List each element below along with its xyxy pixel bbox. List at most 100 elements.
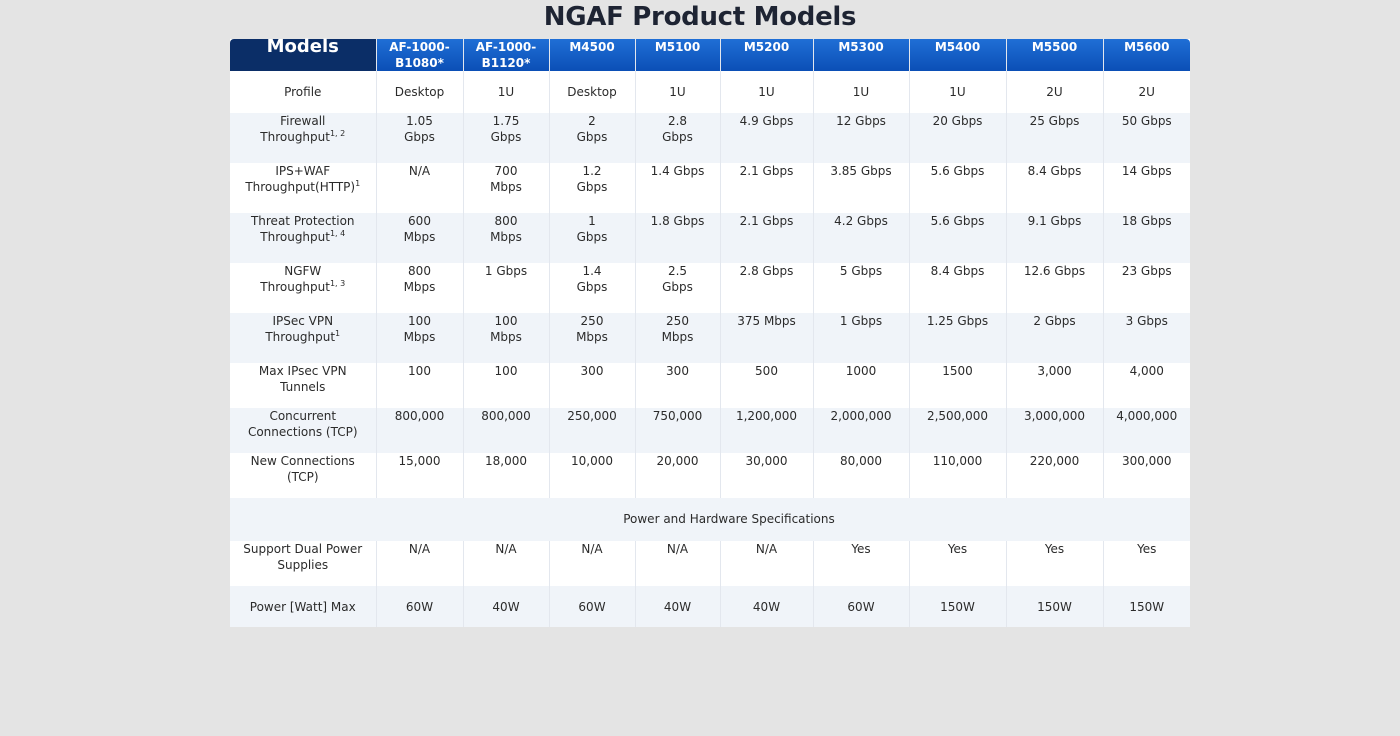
cell: Yes: [812, 541, 909, 586]
row-label: Profile: [284, 85, 322, 99]
cell: Desktop: [548, 71, 635, 113]
model-header: M5400: [908, 39, 1006, 71]
cell: 1U: [719, 71, 813, 113]
row-label: New Connections (TCP): [250, 454, 355, 484]
row-max-ipsec-tunnels: Max IPsec VPN Tunnels 100 100 300 300 500…: [230, 363, 1190, 408]
row-label: Support Dual Power Supplies: [243, 542, 363, 572]
cell: 1 Gbps: [462, 263, 549, 313]
row-new-connections: New Connections (TCP) 15,000 18,000 10,00…: [230, 453, 1190, 498]
cell: 2.1 Gbps: [719, 163, 813, 213]
cell: 1 Gbps: [812, 313, 909, 363]
cell: 23 Gbps: [1102, 263, 1190, 313]
cell: 700 Mbps: [462, 163, 549, 213]
cell: 375 Mbps: [719, 313, 813, 363]
cell: N/A: [548, 541, 635, 586]
cell: 2.5 Gbps: [634, 263, 720, 313]
cell: 300: [634, 363, 720, 408]
cell: 40W: [634, 586, 720, 627]
cell: 800,000: [462, 408, 549, 453]
row-label: Threat Protection Throughput1, 4: [230, 213, 376, 263]
cell: 3 Gbps: [1102, 313, 1190, 363]
cell: 40W: [719, 586, 813, 627]
cell: 1U: [908, 71, 1006, 113]
cell: 150W: [1102, 586, 1190, 627]
cell: Yes: [908, 541, 1006, 586]
cell: 1000: [812, 363, 909, 408]
cell: 8.4 Gbps: [1005, 163, 1103, 213]
cell: 2U: [1005, 71, 1103, 113]
cell: N/A: [375, 541, 463, 586]
page-title: NGAF Product Models: [543, 2, 857, 32]
cell: 10,000: [548, 453, 635, 498]
model-header: M5100: [634, 39, 720, 71]
cell: 60W: [548, 586, 635, 627]
cell: Yes: [1102, 541, 1190, 586]
row-power-max: Power [Watt] Max 60W 40W 60W 40W 40W 60W…: [230, 586, 1190, 627]
cell: 12 Gbps: [812, 113, 909, 163]
cell: 20 Gbps: [908, 113, 1006, 163]
cell: 1U: [462, 71, 549, 113]
cell: 4,000: [1102, 363, 1190, 408]
cell: 2.8 Gbps: [719, 263, 813, 313]
spec-table: Models AF-1000- B1080* AF-1000- B1120* M45…: [230, 38, 1190, 627]
cell: 1.4 Gbps: [548, 263, 635, 313]
cell: 250 Mbps: [548, 313, 635, 363]
cell: 3,000: [1005, 363, 1103, 408]
cell: 250 Mbps: [634, 313, 720, 363]
cell: 12.6 Gbps: [1005, 263, 1103, 313]
cell: 4.9 Gbps: [719, 113, 813, 163]
cell: 2U: [1102, 71, 1190, 113]
section-title: Power and Hardware Specifications: [230, 498, 1190, 541]
row-label: IPSec VPN Throughput1: [230, 313, 376, 363]
model-header: M5200: [719, 39, 813, 71]
row-label: Concurrent Connections (TCP): [230, 408, 376, 453]
cell: 110,000: [908, 453, 1006, 498]
cell: 800 Mbps: [462, 213, 549, 263]
cell: 1.75 Gbps: [462, 113, 549, 163]
cell: 1.25 Gbps: [908, 313, 1006, 363]
row-label: Max IPsec VPN Tunnels: [258, 364, 347, 394]
cell: 4.2 Gbps: [812, 213, 909, 263]
row-dual-power-supplies: Support Dual Power Supplies N/A N/A N/A N…: [230, 541, 1190, 586]
cell: 1,200,000: [719, 408, 813, 453]
cell: 1.8 Gbps: [634, 213, 720, 263]
row-label: NGFW Throughput1, 3: [260, 264, 346, 294]
cell: N/A: [375, 163, 463, 213]
cell: 18,000: [462, 453, 549, 498]
model-header: M5300: [812, 39, 909, 71]
cell: 500: [719, 363, 813, 408]
cell: Yes: [1005, 541, 1103, 586]
cell: 50 Gbps: [1102, 113, 1190, 163]
row-firewall-throughput: Firewall Throughput1, 2 1.05 Gbps 1.75 Gbps…: [230, 113, 1190, 163]
cell: 80,000: [812, 453, 909, 498]
cell: 2.1 Gbps: [719, 213, 813, 263]
cell: 800 Mbps: [375, 263, 463, 313]
row-ipsec-vpn-throughput: IPSec VPN Throughput1 100 Mbps 100 Mbps 250…: [230, 313, 1190, 363]
cell: 800,000: [375, 408, 463, 453]
cell: 600 Mbps: [375, 213, 463, 263]
cell: 1.05 Gbps: [375, 113, 463, 163]
cell: 150W: [908, 586, 1006, 627]
cell: 1.2 Gbps: [548, 163, 635, 213]
cell: 100: [462, 363, 549, 408]
model-header: M5600: [1102, 39, 1190, 71]
cell: 100 Mbps: [375, 313, 463, 363]
row-label: Firewall Throughput1, 2: [230, 113, 376, 163]
cell: 5 Gbps: [812, 263, 909, 313]
model-header: AF-1000- B1120*: [462, 39, 549, 71]
cell: 1.4 Gbps: [634, 163, 720, 213]
cell: 5.6 Gbps: [908, 213, 1006, 263]
cell: 150W: [1005, 586, 1103, 627]
cell: 3,000,000: [1005, 408, 1103, 453]
cell: 30,000: [719, 453, 813, 498]
cell: 60W: [812, 586, 909, 627]
row-ips-waf-throughput: IPS+WAF Throughput(HTTP)1 N/A 700 Mbps 1.2…: [230, 163, 1190, 213]
cell: 1500: [908, 363, 1006, 408]
model-header: M4500: [548, 39, 635, 71]
cell: 100 Mbps: [462, 313, 549, 363]
cell: 40W: [462, 586, 549, 627]
cell: 220,000: [1005, 453, 1103, 498]
models-header: Models: [230, 38, 376, 71]
cell: 750,000: [634, 408, 720, 453]
cell: 2.8 Gbps: [634, 113, 720, 163]
